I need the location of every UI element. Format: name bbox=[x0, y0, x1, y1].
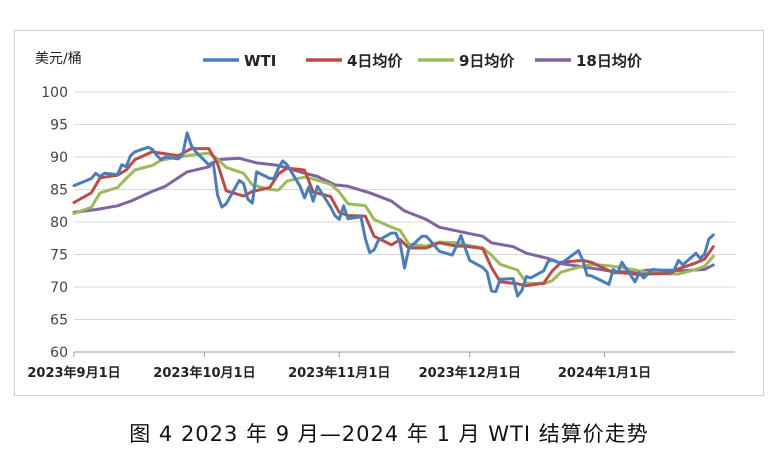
legend-label: 18日均价 bbox=[576, 52, 643, 70]
y-tick-label: 80 bbox=[50, 215, 68, 231]
x-tick-label: 2023年10月1日 bbox=[153, 365, 255, 381]
y-tick-label: 60 bbox=[50, 345, 68, 361]
figure-caption: 图 4 2023 年 9 月—2024 年 1 月 WTI 结算价走势 bbox=[129, 422, 649, 446]
x-tick-label: 2023年9月1日 bbox=[27, 365, 120, 381]
series-line-1 bbox=[72, 147, 715, 288]
series-line-3 bbox=[72, 156, 715, 274]
legend-label: WTI bbox=[244, 52, 276, 70]
y-tick-label: 75 bbox=[50, 248, 68, 264]
chart-frame: 60 65 70 75 80 85 90 95 100 2023年9月1日 2023年10月1日 2… bbox=[14, 30, 764, 396]
y-tick-label: 70 bbox=[50, 280, 68, 296]
y-axis-unit: 美元/桶 bbox=[35, 51, 82, 67]
grid-lines bbox=[74, 91, 735, 320]
y-tick-label: 85 bbox=[50, 183, 68, 199]
legend-label: 4日均价 bbox=[347, 52, 403, 70]
x-tick-label: 2023年11月1日 bbox=[288, 365, 390, 381]
legend-label: 9日均价 bbox=[459, 52, 515, 70]
x-tick-labels: 2023年9月1日 2023年10月1日 2023年11月1日 2023年12月1日 2… bbox=[27, 365, 651, 381]
y-tick-label: 65 bbox=[50, 313, 68, 329]
y-tick-label: 90 bbox=[50, 150, 68, 166]
x-tick-label: 2023年12月1日 bbox=[419, 365, 521, 381]
x-tick-label: 2024年1月1日 bbox=[558, 365, 651, 381]
series-line-0 bbox=[72, 131, 715, 298]
y-tick-labels: 60 65 70 75 80 85 90 95 100 bbox=[41, 85, 68, 361]
series-lines bbox=[72, 131, 715, 298]
y-tick-label: 100 bbox=[41, 85, 68, 101]
y-tick-label: 95 bbox=[50, 118, 68, 134]
legend: WTI 4日均价 9日均价 18日均价 bbox=[203, 52, 643, 70]
axes bbox=[73, 351, 735, 357]
series-line-2 bbox=[72, 151, 715, 286]
